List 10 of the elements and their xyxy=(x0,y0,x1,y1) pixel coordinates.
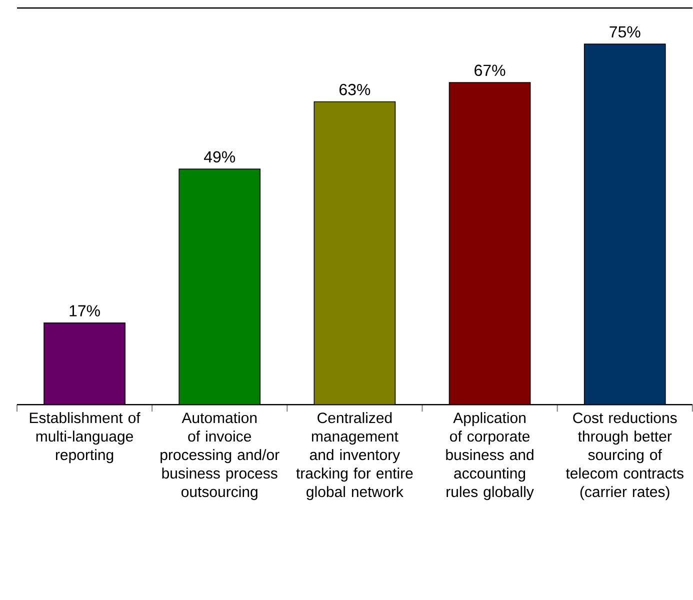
data-label: 75% xyxy=(610,26,640,38)
x-tick-label: Cost reductions through better sourcing of telecom contracts (carrier rates) xyxy=(566,412,684,500)
data-label: 49% xyxy=(204,150,236,162)
data-label: 17% xyxy=(70,304,100,316)
x-tick-label: Centralized management and inventory tracking for entire global network xyxy=(296,412,413,500)
x-tick-label: Application of corporate business and accounting rules globally xyxy=(446,412,534,500)
x-tick-label: Automation of invoice processing and/or business process outsourcing xyxy=(160,412,280,500)
x-tick-label: Establishment of multi-language reporting xyxy=(30,412,140,463)
data-label: 67% xyxy=(474,64,506,76)
data-label: 63% xyxy=(340,84,370,95)
